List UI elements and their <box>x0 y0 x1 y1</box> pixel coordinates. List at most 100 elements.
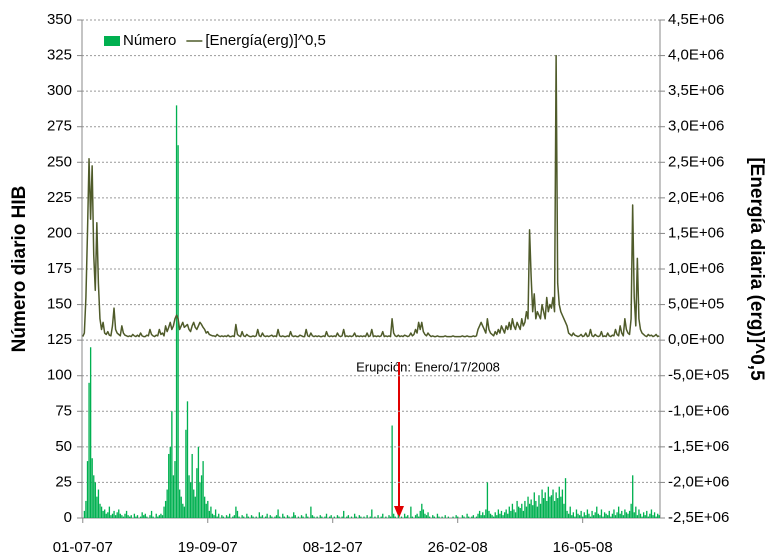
bar <box>482 512 484 518</box>
bar <box>391 425 393 518</box>
bar <box>455 515 457 518</box>
bar <box>149 515 151 518</box>
legend-label: [Energía(erg)]^0,5 <box>205 32 325 49</box>
bar <box>447 516 450 518</box>
bar <box>88 382 90 518</box>
y2-tick-label: 1,5E+06 <box>668 224 724 241</box>
bar <box>628 510 631 518</box>
bar <box>241 515 243 518</box>
bar <box>602 516 604 518</box>
bar <box>130 515 132 518</box>
bar <box>199 482 201 518</box>
bar <box>380 516 382 518</box>
bar <box>143 515 145 518</box>
bar <box>83 510 86 518</box>
bar <box>385 516 387 518</box>
bar <box>369 516 371 518</box>
bar <box>232 516 234 518</box>
bar <box>214 509 217 518</box>
y2-tick-label: -5,0E+05 <box>668 367 729 384</box>
y-tick-label: 0 <box>64 509 72 526</box>
bar <box>477 513 479 518</box>
bar <box>511 503 514 518</box>
bar <box>438 516 440 518</box>
bar <box>338 516 340 518</box>
bar <box>97 489 100 518</box>
bar <box>633 512 635 518</box>
x-tick-label: 08-12-07 <box>303 539 363 556</box>
bar <box>644 515 646 518</box>
bar <box>433 516 435 518</box>
bar <box>102 510 104 518</box>
bar <box>436 513 439 518</box>
y2-tick-label: 0,0E+00 <box>668 331 724 348</box>
bar <box>397 515 400 518</box>
bar <box>419 510 421 518</box>
bar <box>129 516 131 518</box>
bar <box>594 512 596 518</box>
bar <box>300 515 303 518</box>
bar <box>617 506 620 518</box>
bar <box>394 516 396 518</box>
bar <box>621 510 623 518</box>
bar <box>393 513 395 518</box>
bar <box>205 503 207 518</box>
bar <box>177 145 179 518</box>
bar <box>89 347 92 518</box>
bar <box>502 515 504 518</box>
bar <box>491 515 493 518</box>
bar <box>180 496 182 518</box>
bar <box>400 516 403 518</box>
bar <box>499 513 501 518</box>
bar <box>150 510 153 518</box>
bar <box>346 516 348 518</box>
bar <box>650 509 653 518</box>
x-tick-label: 01-07-07 <box>53 539 113 556</box>
bar <box>371 509 373 518</box>
bar <box>639 513 642 518</box>
bar <box>218 513 220 518</box>
bar <box>172 475 175 518</box>
y2-tick-label: -2,5E+06 <box>668 509 729 526</box>
bar <box>567 513 570 518</box>
bar <box>360 516 362 518</box>
bar <box>532 505 534 518</box>
bar <box>553 500 556 518</box>
bar <box>200 475 203 518</box>
bar <box>611 513 614 518</box>
y-tick-label: 50 <box>55 438 72 455</box>
bar <box>297 516 300 518</box>
y-tick-label: 200 <box>47 224 72 241</box>
bar <box>599 515 601 518</box>
bar <box>269 515 271 518</box>
bar <box>596 506 598 518</box>
bar <box>341 516 343 518</box>
bar <box>410 506 412 518</box>
bar <box>278 516 281 518</box>
bar <box>104 509 106 518</box>
bar <box>169 446 171 518</box>
bar <box>497 509 500 518</box>
annotation: Erupción: Enero/17/2008 <box>356 359 500 374</box>
bar <box>432 515 434 518</box>
bar <box>202 461 204 518</box>
bar <box>183 506 186 518</box>
bar <box>93 475 95 518</box>
y2-tick-label: -1,5E+06 <box>668 438 729 455</box>
bar <box>163 506 165 518</box>
bar <box>282 513 284 518</box>
bar <box>155 513 157 518</box>
bar <box>363 516 365 518</box>
bar <box>411 516 414 518</box>
bar <box>522 510 525 518</box>
y-tick-label: 225 <box>47 189 72 206</box>
bar <box>316 516 318 518</box>
bar <box>213 515 215 518</box>
bar <box>630 503 632 518</box>
bar <box>655 516 657 518</box>
bar <box>144 513 146 518</box>
bar <box>557 498 559 518</box>
bar <box>607 515 609 518</box>
bar <box>171 411 173 518</box>
bar <box>358 515 360 518</box>
